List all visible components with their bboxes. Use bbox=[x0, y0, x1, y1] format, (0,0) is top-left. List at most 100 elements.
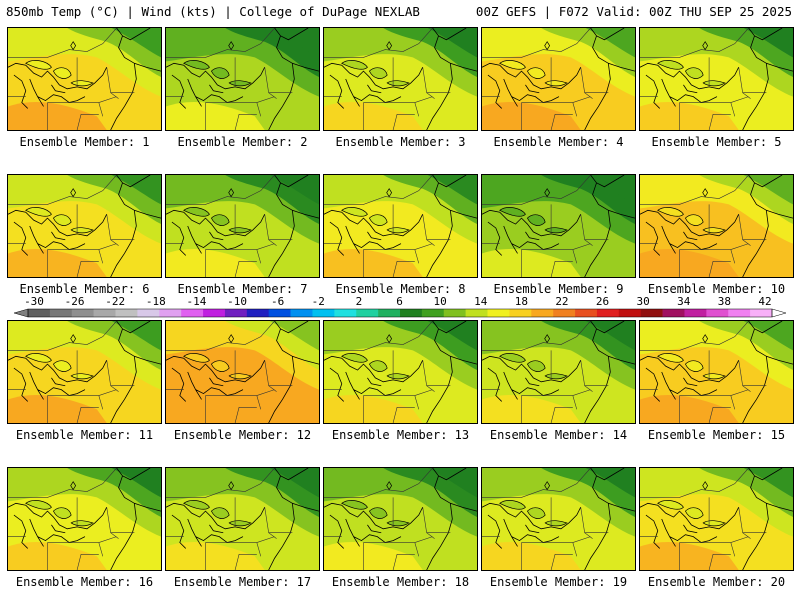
ensemble-member-label: Ensemble Member: 3 bbox=[335, 135, 466, 149]
ensemble-map-panel bbox=[165, 174, 320, 278]
colorbar-swatch bbox=[49, 309, 73, 317]
colorbar-swatch bbox=[640, 309, 663, 317]
colorbar-swatch bbox=[356, 309, 379, 317]
temperature-contour-fill bbox=[269, 321, 319, 351]
ensemble-map-panel bbox=[7, 174, 162, 278]
temperature-map bbox=[482, 28, 635, 130]
coastline bbox=[640, 321, 793, 423]
ensemble-member-label: Ensemble Member: 19 bbox=[489, 575, 628, 589]
ensemble-map-panel bbox=[323, 320, 478, 424]
temperature-contour-fill bbox=[585, 28, 635, 58]
temperature-contour-fill bbox=[324, 395, 423, 423]
colorbar-tick-label: -2 bbox=[311, 295, 325, 308]
temperature-contour-fill bbox=[269, 175, 319, 205]
colorbar-swatch bbox=[684, 309, 707, 317]
coastline bbox=[8, 175, 161, 277]
colorbar-tick-label: -18 bbox=[145, 295, 166, 308]
diamond-marker-icon bbox=[70, 41, 77, 51]
temperature-contour-fill bbox=[585, 468, 635, 498]
diamond-marker-icon bbox=[702, 481, 709, 491]
colorbar-swatch bbox=[312, 309, 335, 317]
temperature-contour-fill bbox=[743, 175, 793, 205]
temperature-contour-fill bbox=[166, 102, 265, 130]
colorbar-tick-label: 34 bbox=[677, 295, 691, 308]
ensemble-member-label: Ensemble Member: 1 bbox=[19, 135, 150, 149]
colorbar-swatch bbox=[662, 309, 685, 317]
temperature-contour-fill bbox=[166, 395, 265, 423]
temperature-contour-fill bbox=[324, 102, 423, 130]
coastline bbox=[166, 468, 319, 570]
temperature-contour-fill bbox=[166, 542, 265, 570]
state-borders bbox=[640, 321, 767, 423]
coastline bbox=[8, 321, 161, 423]
diamond-marker-icon bbox=[386, 41, 393, 51]
temperature-contour-fill bbox=[743, 321, 793, 351]
ensemble-member-label: Ensemble Member: 6 bbox=[19, 282, 150, 296]
temperature-contour-fill bbox=[640, 249, 739, 277]
colorbar-tick-label: -10 bbox=[227, 295, 247, 308]
colorbar-swatch bbox=[181, 309, 204, 317]
temperature-contour-fill bbox=[111, 28, 161, 58]
temperature-contour-fill bbox=[482, 102, 581, 130]
colorbar-swatch bbox=[290, 309, 313, 317]
colorbar-max-arrow bbox=[771, 308, 786, 318]
coastline bbox=[8, 28, 161, 130]
temperature-contour-fill bbox=[482, 542, 581, 570]
ensemble-map-panel bbox=[323, 27, 478, 131]
ensemble-member-label: Ensemble Member: 5 bbox=[651, 135, 782, 149]
colorbar-swatch bbox=[93, 309, 116, 317]
ensemble-member-label: Ensemble Member: 15 bbox=[647, 428, 786, 442]
ensemble-map-panel bbox=[165, 467, 320, 571]
state-borders bbox=[166, 28, 293, 130]
temperature-contour-fill bbox=[585, 321, 635, 351]
ensemble-map-panel bbox=[639, 27, 794, 131]
colorbar-tick-label: -26 bbox=[64, 295, 85, 308]
colorbar-swatch bbox=[421, 309, 445, 317]
state-borders bbox=[324, 28, 451, 130]
ensemble-member-label: Ensemble Member: 7 bbox=[177, 282, 308, 296]
colorbar-swatch bbox=[531, 309, 554, 317]
temperature-map bbox=[166, 468, 319, 570]
diamond-marker-icon bbox=[702, 188, 709, 198]
ensemble-member-label: Ensemble Member: 18 bbox=[331, 575, 470, 589]
temperature-map bbox=[8, 175, 161, 277]
colorbar-swatch bbox=[443, 309, 466, 317]
temperature-contour-fill bbox=[640, 542, 739, 570]
temperature-map bbox=[166, 175, 319, 277]
temperature-contour-fill bbox=[482, 395, 581, 423]
ensemble-map-panel bbox=[323, 174, 478, 278]
state-borders bbox=[324, 321, 451, 423]
temperature-contour-fill bbox=[640, 102, 739, 130]
ensemble-map-panel bbox=[165, 27, 320, 131]
temperature-map bbox=[324, 28, 477, 130]
colorbar-swatch bbox=[553, 309, 576, 317]
ensemble-member-label: Ensemble Member: 9 bbox=[493, 282, 624, 296]
temperature-map bbox=[324, 468, 477, 570]
ensemble-member-label: Ensemble Member: 17 bbox=[173, 575, 312, 589]
coastline bbox=[166, 175, 319, 277]
colorbar-tick-label: -6 bbox=[271, 295, 285, 308]
temperature-map bbox=[640, 175, 793, 277]
temperature-map bbox=[324, 175, 477, 277]
colorbar-tick-label: -14 bbox=[186, 295, 207, 308]
state-borders bbox=[8, 175, 135, 277]
colorbar-swatch bbox=[465, 309, 488, 317]
diamond-marker-icon bbox=[386, 188, 393, 198]
temperature-map bbox=[324, 321, 477, 423]
colorbar-swatch bbox=[596, 309, 620, 317]
ensemble-member-label: Ensemble Member: 4 bbox=[493, 135, 624, 149]
temperature-contour-fill bbox=[269, 28, 319, 58]
colorbar-swatch bbox=[268, 309, 291, 317]
ensemble-map-panel bbox=[165, 320, 320, 424]
state-borders bbox=[640, 28, 767, 130]
diamond-marker-icon bbox=[228, 481, 235, 491]
colorbar-tick-label: 10 bbox=[433, 295, 447, 308]
colorbar-svg bbox=[14, 308, 786, 318]
colorbar-swatch bbox=[750, 309, 773, 317]
colorbar-tick-label: 26 bbox=[595, 295, 610, 308]
temperature-map bbox=[640, 28, 793, 130]
ensemble-member-label: Ensemble Member: 13 bbox=[331, 428, 470, 442]
coastline bbox=[482, 175, 635, 277]
diamond-marker-icon bbox=[544, 41, 551, 51]
coastline bbox=[166, 28, 319, 130]
